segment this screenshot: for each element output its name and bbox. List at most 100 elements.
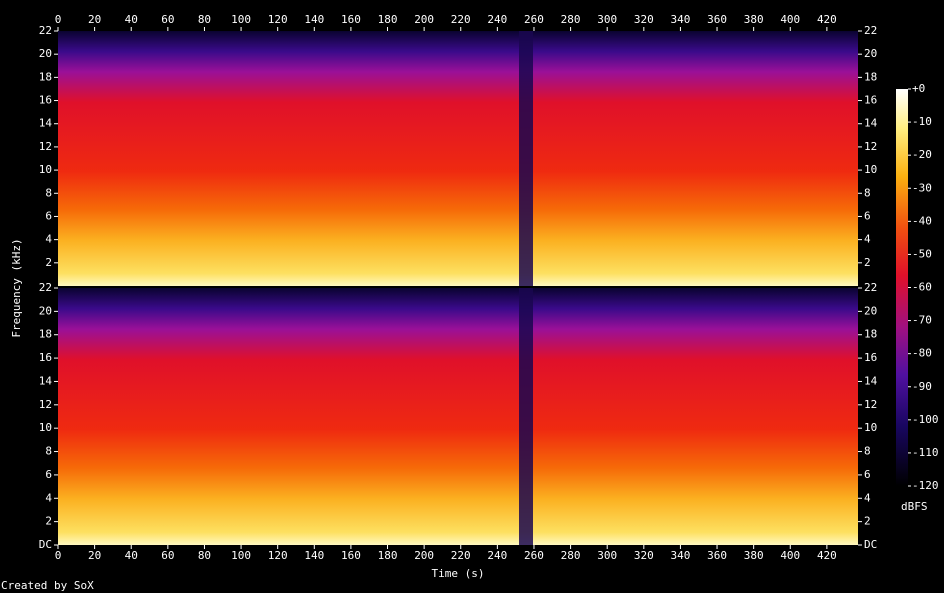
y-tick-label: 4 <box>45 233 52 246</box>
colorbar-tick-label: -100 <box>912 413 939 426</box>
y-tick-label: 18 <box>39 70 52 83</box>
y-tick-label: 8 <box>45 445 52 458</box>
x-tick-label: 60 <box>161 549 174 562</box>
x-tick-label: 0 <box>55 13 62 26</box>
colorbar-label: dBFS <box>901 500 928 513</box>
x-tick-label: 180 <box>378 13 398 26</box>
x-tick-label: 380 <box>744 13 764 26</box>
y-tick-label: 14 <box>864 374 878 387</box>
x-tick-label: 160 <box>341 13 361 26</box>
colorbar <box>896 89 908 486</box>
x-tick-label: 420 <box>817 13 837 26</box>
x-tick-label: 120 <box>268 549 288 562</box>
y-tick-label: 6 <box>45 468 52 481</box>
quiet-gap <box>519 31 533 286</box>
y-tick-label: 12 <box>39 398 52 411</box>
colorbar-tick-label: -60 <box>912 281 932 294</box>
y-tick-label: 16 <box>39 94 52 107</box>
colorbar-tick-label: -30 <box>912 181 932 194</box>
y-tick-label: 18 <box>39 328 52 341</box>
y-tick-label: 6 <box>864 468 871 481</box>
colorbar-tick-label: -110 <box>912 446 939 459</box>
y-tick-label: 8 <box>864 445 871 458</box>
y-tick-label: 4 <box>45 491 52 504</box>
x-tick-label: 280 <box>561 13 581 26</box>
x-tick-label: 400 <box>780 549 800 562</box>
y-tick-label: 8 <box>864 186 871 199</box>
x-tick-label: 300 <box>597 13 617 26</box>
quiet-gap <box>519 288 533 545</box>
x-tick-label: 60 <box>161 13 174 26</box>
y-tick-label: 22 <box>864 24 877 37</box>
x-tick-label: 360 <box>707 13 727 26</box>
y-tick-label: 14 <box>39 374 53 387</box>
x-tick-label: 200 <box>414 549 434 562</box>
y-tick-label: 20 <box>39 47 52 60</box>
x-tick-label: 40 <box>125 13 138 26</box>
x-tick-label: 220 <box>451 13 471 26</box>
y-tick-label: 12 <box>864 140 877 153</box>
y-tick-label: 2 <box>45 256 52 269</box>
x-tick-label: 100 <box>231 549 251 562</box>
y-tick-label: 10 <box>864 163 877 176</box>
x-tick-label: 380 <box>744 549 764 562</box>
x-tick-label: 0 <box>55 549 62 562</box>
y-tick-label: DC <box>864 538 877 551</box>
y-tick-label: 10 <box>39 163 52 176</box>
x-tick-label: 300 <box>597 549 617 562</box>
y-tick-label: 18 <box>864 328 877 341</box>
x-tick-label: 80 <box>198 13 211 26</box>
y-tick-label: 2 <box>864 515 871 528</box>
spectrogram-channel-2 <box>58 288 858 545</box>
x-tick-label: 340 <box>670 549 690 562</box>
y-tick-label: 6 <box>45 209 52 222</box>
x-tick-label: 40 <box>125 549 138 562</box>
x-tick-label: 180 <box>378 549 398 562</box>
y-tick-label: 20 <box>864 47 877 60</box>
y-tick-label: 22 <box>864 281 877 294</box>
y-tick-label: 10 <box>864 421 877 434</box>
colorbar-tick-label: -70 <box>912 314 932 327</box>
y-tick-label: 22 <box>39 281 52 294</box>
x-tick-label: 320 <box>634 549 654 562</box>
y-tick-label: 20 <box>39 304 52 317</box>
colorbar-tick-label: -90 <box>912 380 932 393</box>
x-tick-label: 400 <box>780 13 800 26</box>
footer: Created by SoX <box>1 579 94 592</box>
y-tick-label: 16 <box>39 351 52 364</box>
colorbar-tick-label: +0 <box>912 82 925 95</box>
y-tick-label: 22 <box>39 24 52 37</box>
x-tick-label: 140 <box>304 13 324 26</box>
colorbar-tick-label: -80 <box>912 347 932 360</box>
y-tick-label: 2 <box>45 515 52 528</box>
y-tick-label: 8 <box>45 186 52 199</box>
x-tick-label: 200 <box>414 13 434 26</box>
x-tick-label: 360 <box>707 549 727 562</box>
x-tick-label: 280 <box>561 549 581 562</box>
colorbar-tick-label: -120 <box>912 479 939 492</box>
colorbar-tick-label: -40 <box>912 214 932 227</box>
colorbar-tick-label: -20 <box>912 148 932 161</box>
colorbar-tick-label: -10 <box>912 115 932 128</box>
y-tick-label: 12 <box>39 140 52 153</box>
x-tick-label: 80 <box>198 549 211 562</box>
x-tick-label: 240 <box>487 549 507 562</box>
y-tick-label: 16 <box>864 351 877 364</box>
x-tick-label: 340 <box>670 13 690 26</box>
y-tick-label: 16 <box>864 94 877 107</box>
y-tick-label: 2 <box>864 256 871 269</box>
x-tick-label: 420 <box>817 549 837 562</box>
y-tick-label: 10 <box>39 421 52 434</box>
y-tick-label: 14 <box>864 117 878 130</box>
x-tick-label: 320 <box>634 13 654 26</box>
x-tick-label: 240 <box>487 13 507 26</box>
x-tick-label: 120 <box>268 13 288 26</box>
y-tick-label: 4 <box>864 233 871 246</box>
y-tick-label: 14 <box>39 117 53 130</box>
x-tick-label: 20 <box>88 13 101 26</box>
y-tick-label: 20 <box>864 304 877 317</box>
x-tick-label: 20 <box>88 549 101 562</box>
y-tick-label: 4 <box>864 491 871 504</box>
x-axis-label: Time (s) <box>432 567 485 580</box>
